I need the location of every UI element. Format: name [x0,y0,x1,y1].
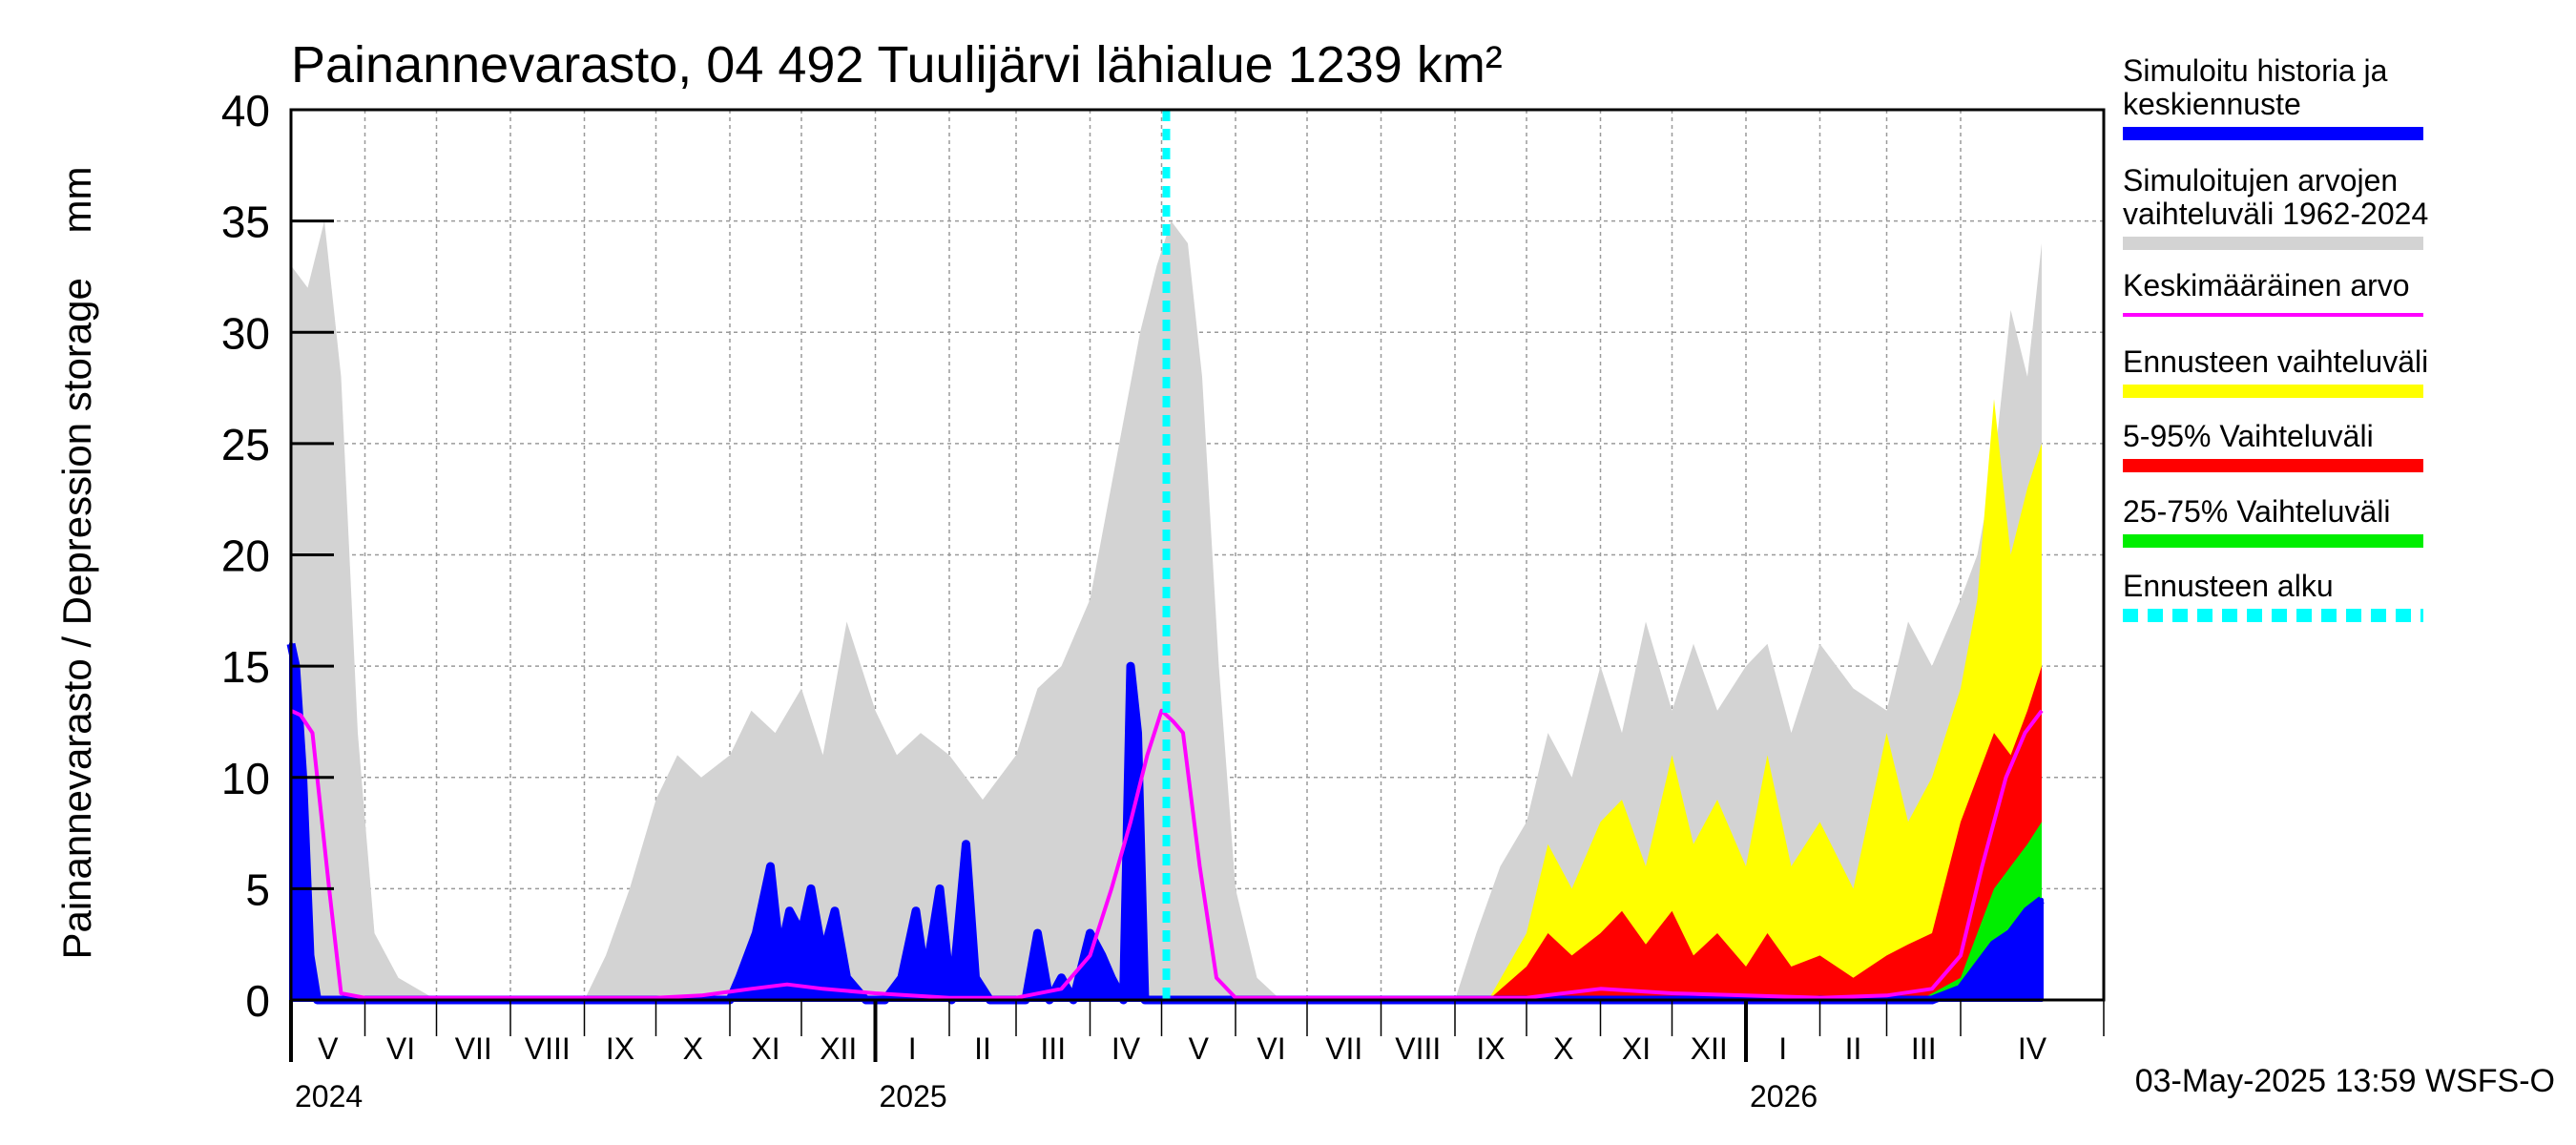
month-label: VIII [1395,1031,1441,1066]
month-label: IX [606,1031,634,1066]
y-tick-label: 20 [221,531,270,581]
y-tick-label: 30 [221,308,270,358]
month-label: VIII [525,1031,571,1066]
year-label: 2026 [1750,1079,1818,1114]
month-label: I [908,1031,917,1066]
y-tick-label: 25 [221,420,270,469]
mean-line [290,708,2044,1000]
month-label: IV [1111,1031,1141,1066]
plot-frame [289,108,2106,1002]
month-label: XI [751,1031,779,1066]
y-tick-label: 35 [221,198,270,247]
year-label: 2025 [880,1079,947,1114]
month-label: VI [386,1031,415,1066]
month-label: VII [455,1031,492,1066]
month-label: VI [1257,1031,1285,1066]
footer-timestamp: 03-May-2025 13:59 WSFS-O [2135,1063,2555,1099]
y-tick-label: 40 [221,86,270,135]
year-label: 2024 [295,1079,363,1114]
month-label: V [1189,1031,1210,1066]
month-label: IX [1476,1031,1505,1066]
month-label: IV [2018,1031,2047,1066]
legend-label: Keskimääräinen arvo [2123,268,2410,302]
legend-label: Simuloitujen arvojen vaihteluväli 1962-20… [2123,163,2428,231]
month-label: III [1040,1031,1066,1066]
month-label: II [1845,1031,1862,1066]
y-tick-label: 10 [221,754,270,803]
month-label: V [318,1031,339,1066]
month-label: II [974,1031,991,1066]
legend-label: Ennusteen vaihteluväli [2123,344,2428,379]
month-label: I [1778,1031,1787,1066]
month-label: X [683,1031,703,1066]
month-label: XII [820,1031,857,1066]
y-axis-label: Painannevarasto / Depression storage mm [54,166,99,959]
y-tick-label: 0 [245,976,270,1026]
month-label: X [1553,1031,1573,1066]
month-label: XI [1622,1031,1651,1066]
y-tick-label: 15 [221,642,270,692]
legend-label: 5-95% Vaihteluväli [2123,419,2374,453]
month-label: VII [1325,1031,1362,1066]
legend-label: Ennusteen alku [2123,569,2334,603]
y-tick-label: 5 [245,864,270,914]
month-label: III [1911,1031,1937,1066]
legend-label: 25-75% Vaihteluväli [2123,494,2390,529]
month-label: XII [1691,1031,1728,1066]
legend-label: Simuloitu historia ja keskiennuste [2123,53,2388,121]
chart-title: Painannevarasto, 04 492 Tuulijärvi lähia… [291,36,1503,94]
legend: Simuloitu historia ja keskiennuste Simuloi… [2123,53,2428,622]
band-1 [1488,399,2042,1000]
